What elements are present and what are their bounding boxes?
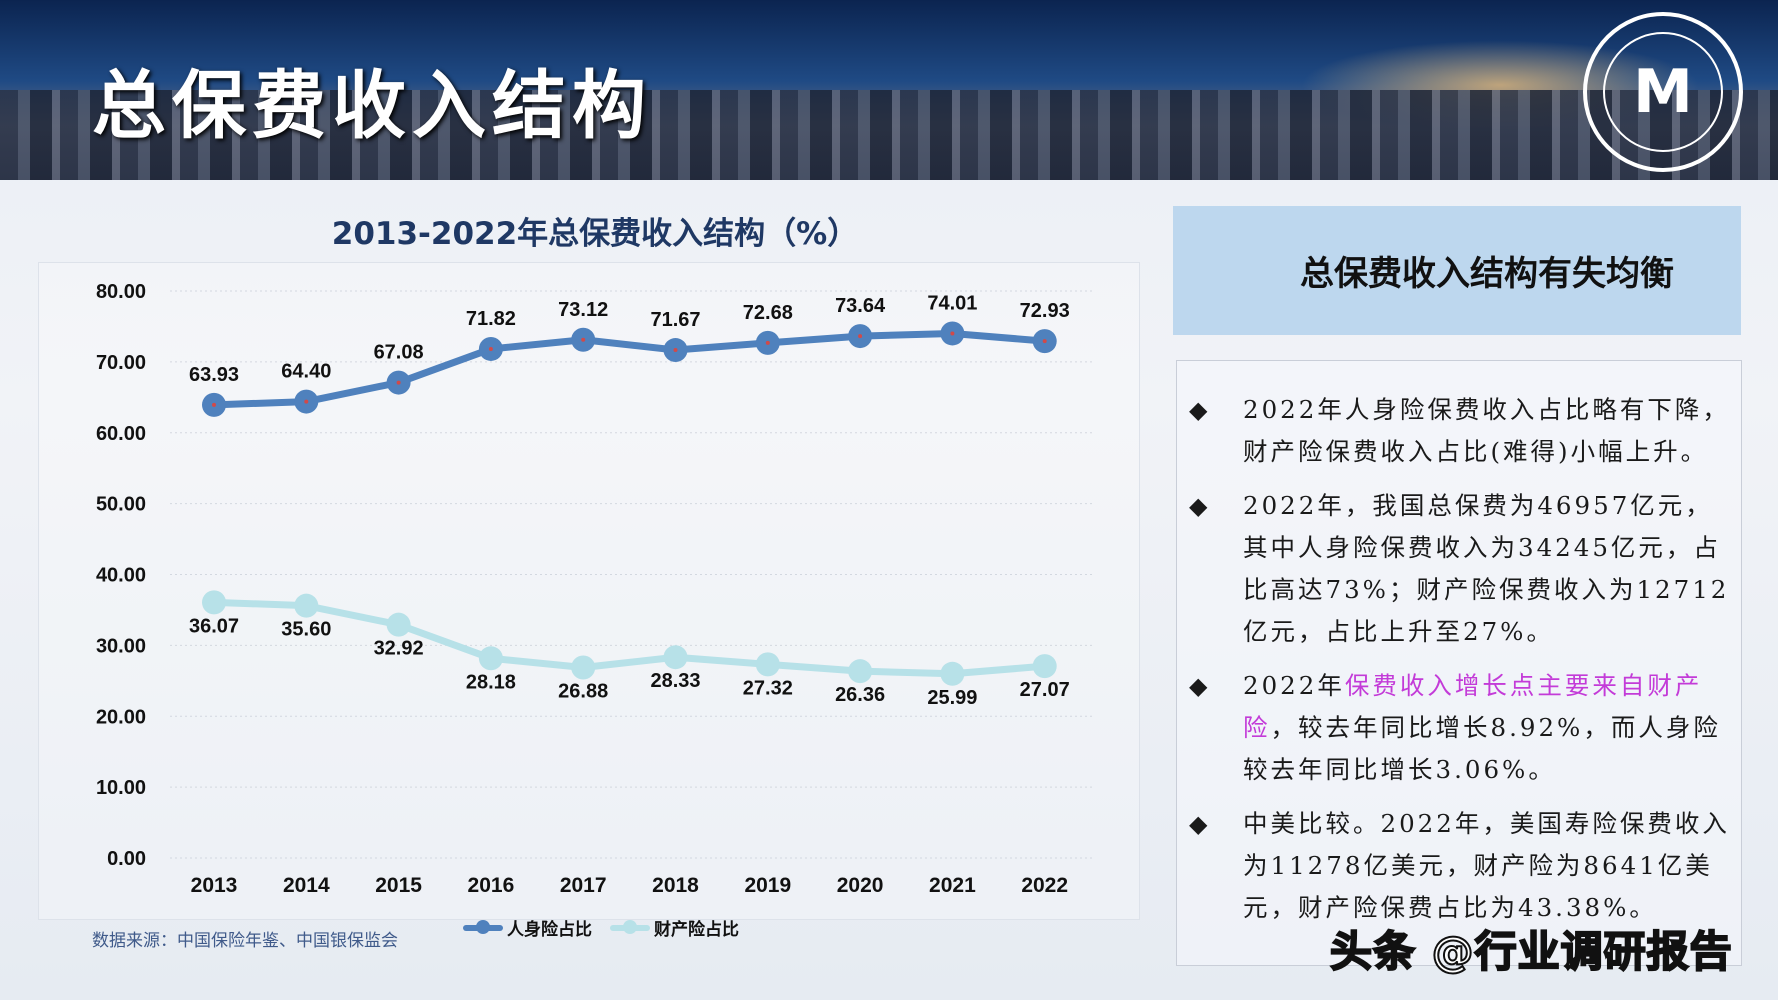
data-label: 73.64 <box>835 295 886 317</box>
watermark: 头条 @行业调研报告 <box>1329 926 1733 977</box>
data-label: 35.60 <box>281 619 331 641</box>
data-point-center <box>765 340 770 345</box>
series-line-life <box>213 329 1045 409</box>
diamond-bullet-icon: ◆ <box>1189 810 1211 838</box>
summary-heading: 总保费收入结构有失均衡 <box>1173 206 1741 335</box>
data-label: 64.40 <box>281 361 331 383</box>
data-point <box>294 593 319 618</box>
data-point-center <box>1042 339 1047 344</box>
y-tick-label: 70.00 <box>96 352 146 374</box>
y-tick-label: 20.00 <box>96 706 146 728</box>
data-label: 28.33 <box>650 670 700 692</box>
y-tick-label: 60.00 <box>96 423 146 445</box>
data-label: 71.67 <box>650 309 700 331</box>
y-tick-label: 40.00 <box>96 565 146 587</box>
point-highlight: 保费收入增长点主要来自财产险 <box>1243 671 1703 742</box>
point-text: 2022年 <box>1243 671 1345 700</box>
x-tick-label: 2017 <box>560 874 607 897</box>
x-tick-label: 2015 <box>375 874 422 897</box>
data-label: 72.68 <box>743 302 793 324</box>
key-points-box: ◆ 2022年人身险保费收入占比略有下降，财产险保费收入占比(难得)小幅上升。 ◆… <box>1176 360 1742 966</box>
diamond-bullet-icon: ◆ <box>1189 672 1211 700</box>
data-point <box>202 590 226 615</box>
data-point <box>755 652 780 677</box>
data-point-center <box>304 399 309 404</box>
data-point-center <box>581 337 586 342</box>
line-chart: 0.00 10.00 20.00 30.00 40.00 50.00 60.00 70.00 8… <box>96 281 1095 897</box>
chart-panel <box>38 262 1140 920</box>
x-tick-label: 2014 <box>283 874 330 897</box>
y-tick-label: 50.00 <box>96 494 146 516</box>
legend-swatch-life <box>463 919 503 934</box>
x-tick-label: 2021 <box>929 874 976 897</box>
logo: M <box>1583 12 1743 172</box>
data-point <box>478 646 503 671</box>
data-label: 71.82 <box>466 308 516 330</box>
data-label: 36.07 <box>189 615 239 637</box>
y-tick-label: 30.00 <box>96 635 146 657</box>
logo-mark: M <box>1603 32 1723 152</box>
data-point <box>663 645 688 670</box>
legend-label-property: 财产险占比 <box>654 920 739 940</box>
data-label: 73.12 <box>558 299 608 321</box>
x-tick-label: 2019 <box>744 874 791 897</box>
data-label: 25.99 <box>927 687 977 709</box>
data-point-center <box>673 348 678 353</box>
point-3: ◆ 2022年保费收入增长点主要来自财产险，较去年同比增长8.92%，而人身险较去… <box>1189 665 1731 791</box>
data-source: 数据来源：中国保险年鉴、中国银保监会 <box>92 931 398 951</box>
x-tick-label: 2022 <box>1021 874 1068 897</box>
point-1: ◆ 2022年人身险保费收入占比略有下降，财产险保费收入占比(难得)小幅上升。 <box>1189 389 1731 473</box>
chart-title: 2013-2022年总保费收入结构（%） <box>331 216 859 252</box>
x-tick-label: 2016 <box>468 874 515 897</box>
point-text: ，较去年同比增长8.92%，而人身险较去年同比增长3.06%。 <box>1243 713 1721 784</box>
point-text: 2022年，我国总保费为46957亿元，其中人身险保费收入为34245亿元，占比… <box>1243 491 1730 646</box>
data-label: 26.36 <box>835 684 885 706</box>
point-text: 中美比较。2022年，美国寿险保费收入为11278亿美元，财产险为8641亿美元… <box>1243 809 1730 922</box>
y-tick-label: 80.00 <box>96 281 146 303</box>
data-point <box>386 612 411 637</box>
point-text: 2022年人身险保费收入占比略有下降，财产险保费收入占比(难得)小幅上升。 <box>1243 395 1730 466</box>
legend-swatch-property <box>610 919 650 934</box>
data-point <box>1032 654 1057 679</box>
legend-item-property: 财产险占比 <box>610 915 739 940</box>
data-point <box>848 659 873 684</box>
data-point-center <box>858 334 863 339</box>
series-line-property <box>213 598 1045 678</box>
point-2: ◆ 2022年，我国总保费为46957亿元，其中人身险保费收入为34245亿元，占… <box>1189 485 1731 653</box>
diamond-bullet-icon: ◆ <box>1189 396 1211 424</box>
point-4: ◆ 中美比较。2022年，美国寿险保费收入为11278亿美元，财产险为8641亿美… <box>1189 803 1731 929</box>
data-point-center <box>488 346 493 351</box>
data-label: 72.93 <box>1020 300 1070 322</box>
data-point <box>571 655 596 680</box>
y-tick-label: 0.00 <box>107 848 146 870</box>
data-point <box>940 661 965 686</box>
data-point-center <box>212 402 216 407</box>
data-label: 32.92 <box>374 638 424 660</box>
x-tick-label: 2013 <box>191 874 238 897</box>
banner-cityscape <box>0 90 1778 180</box>
data-label: 27.32 <box>743 677 793 699</box>
data-point-center <box>950 331 955 336</box>
x-tick-label: 2020 <box>837 874 884 897</box>
data-label: 74.01 <box>927 292 977 314</box>
data-label: 28.18 <box>466 671 516 693</box>
data-label: 26.88 <box>558 680 608 702</box>
legend-label-life: 人身险占比 <box>507 920 592 940</box>
data-point-center <box>396 380 401 385</box>
page-title: 总保费收入结构 <box>92 63 652 149</box>
legend-item-life: 人身险占比 <box>463 915 592 940</box>
data-label: 27.07 <box>1020 679 1070 701</box>
y-tick-label: 10.00 <box>96 777 146 799</box>
data-label: 63.93 <box>189 364 239 386</box>
data-label: 67.08 <box>374 342 424 364</box>
x-tick-label: 2018 <box>652 874 699 897</box>
diamond-bullet-icon: ◆ <box>1189 492 1211 520</box>
